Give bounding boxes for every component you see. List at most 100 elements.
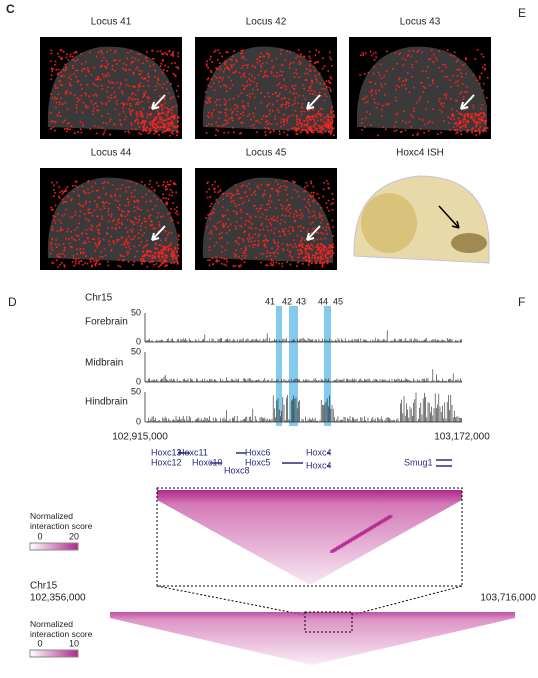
spot bbox=[234, 265, 237, 267]
spot bbox=[120, 244, 123, 246]
spot bbox=[329, 88, 332, 91]
spot bbox=[240, 225, 243, 228]
spot bbox=[107, 86, 109, 88]
spot bbox=[172, 252, 175, 255]
spot bbox=[77, 202, 80, 205]
spot bbox=[214, 191, 216, 193]
spot bbox=[451, 113, 454, 116]
spot bbox=[61, 215, 64, 217]
spot bbox=[408, 91, 411, 94]
spot bbox=[93, 260, 96, 263]
spot bbox=[319, 257, 322, 260]
spot bbox=[244, 191, 247, 193]
spot bbox=[211, 257, 214, 259]
spot bbox=[215, 103, 218, 106]
spot bbox=[324, 257, 327, 259]
legend-max: 10 bbox=[69, 638, 79, 648]
spot bbox=[266, 115, 269, 117]
spot bbox=[319, 246, 322, 248]
spot bbox=[133, 209, 136, 212]
spot bbox=[326, 248, 328, 251]
spot bbox=[101, 115, 103, 117]
spot bbox=[301, 106, 304, 109]
spot bbox=[275, 261, 278, 264]
spot bbox=[101, 73, 104, 75]
spot bbox=[80, 94, 83, 97]
spot bbox=[167, 231, 170, 234]
spot bbox=[278, 95, 280, 97]
spot bbox=[170, 232, 173, 234]
spot bbox=[297, 244, 300, 247]
spot bbox=[89, 227, 91, 230]
spot bbox=[123, 62, 125, 65]
spot bbox=[59, 256, 61, 258]
spot bbox=[119, 119, 121, 122]
spot bbox=[123, 118, 126, 121]
spot bbox=[89, 51, 91, 54]
spot bbox=[295, 57, 297, 59]
spot bbox=[415, 60, 418, 63]
spot bbox=[233, 50, 235, 52]
spot bbox=[293, 219, 296, 222]
spot bbox=[97, 51, 100, 54]
spot bbox=[320, 238, 323, 240]
spot bbox=[109, 49, 112, 51]
spot bbox=[321, 265, 323, 268]
spot bbox=[100, 101, 103, 104]
spot bbox=[285, 180, 288, 182]
spot bbox=[82, 68, 84, 70]
spot bbox=[297, 225, 300, 228]
spot bbox=[309, 70, 312, 72]
spot bbox=[80, 83, 82, 86]
spot bbox=[332, 243, 335, 245]
spot bbox=[275, 189, 278, 192]
spot bbox=[267, 229, 270, 232]
spot bbox=[58, 195, 60, 198]
spot bbox=[80, 260, 82, 262]
spot bbox=[464, 126, 467, 129]
spot bbox=[227, 131, 230, 134]
spot bbox=[275, 180, 277, 182]
spot bbox=[102, 202, 104, 204]
spot bbox=[159, 84, 161, 86]
spot bbox=[154, 76, 156, 78]
spot bbox=[157, 120, 160, 123]
spot bbox=[76, 100, 79, 103]
spot bbox=[87, 188, 89, 190]
spot bbox=[458, 112, 461, 115]
spot bbox=[258, 243, 260, 245]
spot bbox=[161, 262, 164, 265]
spot bbox=[324, 254, 326, 257]
spot bbox=[225, 85, 227, 87]
spot bbox=[267, 240, 269, 242]
spot bbox=[321, 264, 324, 266]
spot bbox=[282, 84, 285, 87]
spot bbox=[156, 50, 159, 53]
spot bbox=[170, 262, 173, 264]
spot bbox=[125, 64, 128, 66]
spot bbox=[248, 182, 250, 185]
spot bbox=[323, 261, 326, 264]
spot bbox=[311, 82, 313, 84]
spot bbox=[93, 238, 95, 240]
spot bbox=[54, 60, 57, 63]
spot bbox=[260, 207, 263, 210]
spot bbox=[66, 227, 69, 230]
spot bbox=[148, 130, 151, 132]
spot bbox=[283, 185, 286, 188]
spot bbox=[56, 254, 58, 256]
spot bbox=[161, 60, 164, 62]
spot bbox=[276, 100, 278, 102]
spot bbox=[432, 60, 434, 63]
spot bbox=[282, 230, 284, 233]
spot bbox=[276, 109, 279, 111]
spot bbox=[78, 238, 81, 241]
spot bbox=[266, 53, 269, 55]
spot bbox=[165, 264, 167, 266]
spot bbox=[361, 122, 363, 124]
spot bbox=[150, 186, 153, 189]
spot bbox=[74, 185, 77, 187]
spot bbox=[235, 213, 238, 215]
spot bbox=[325, 125, 328, 128]
spot bbox=[153, 195, 155, 198]
